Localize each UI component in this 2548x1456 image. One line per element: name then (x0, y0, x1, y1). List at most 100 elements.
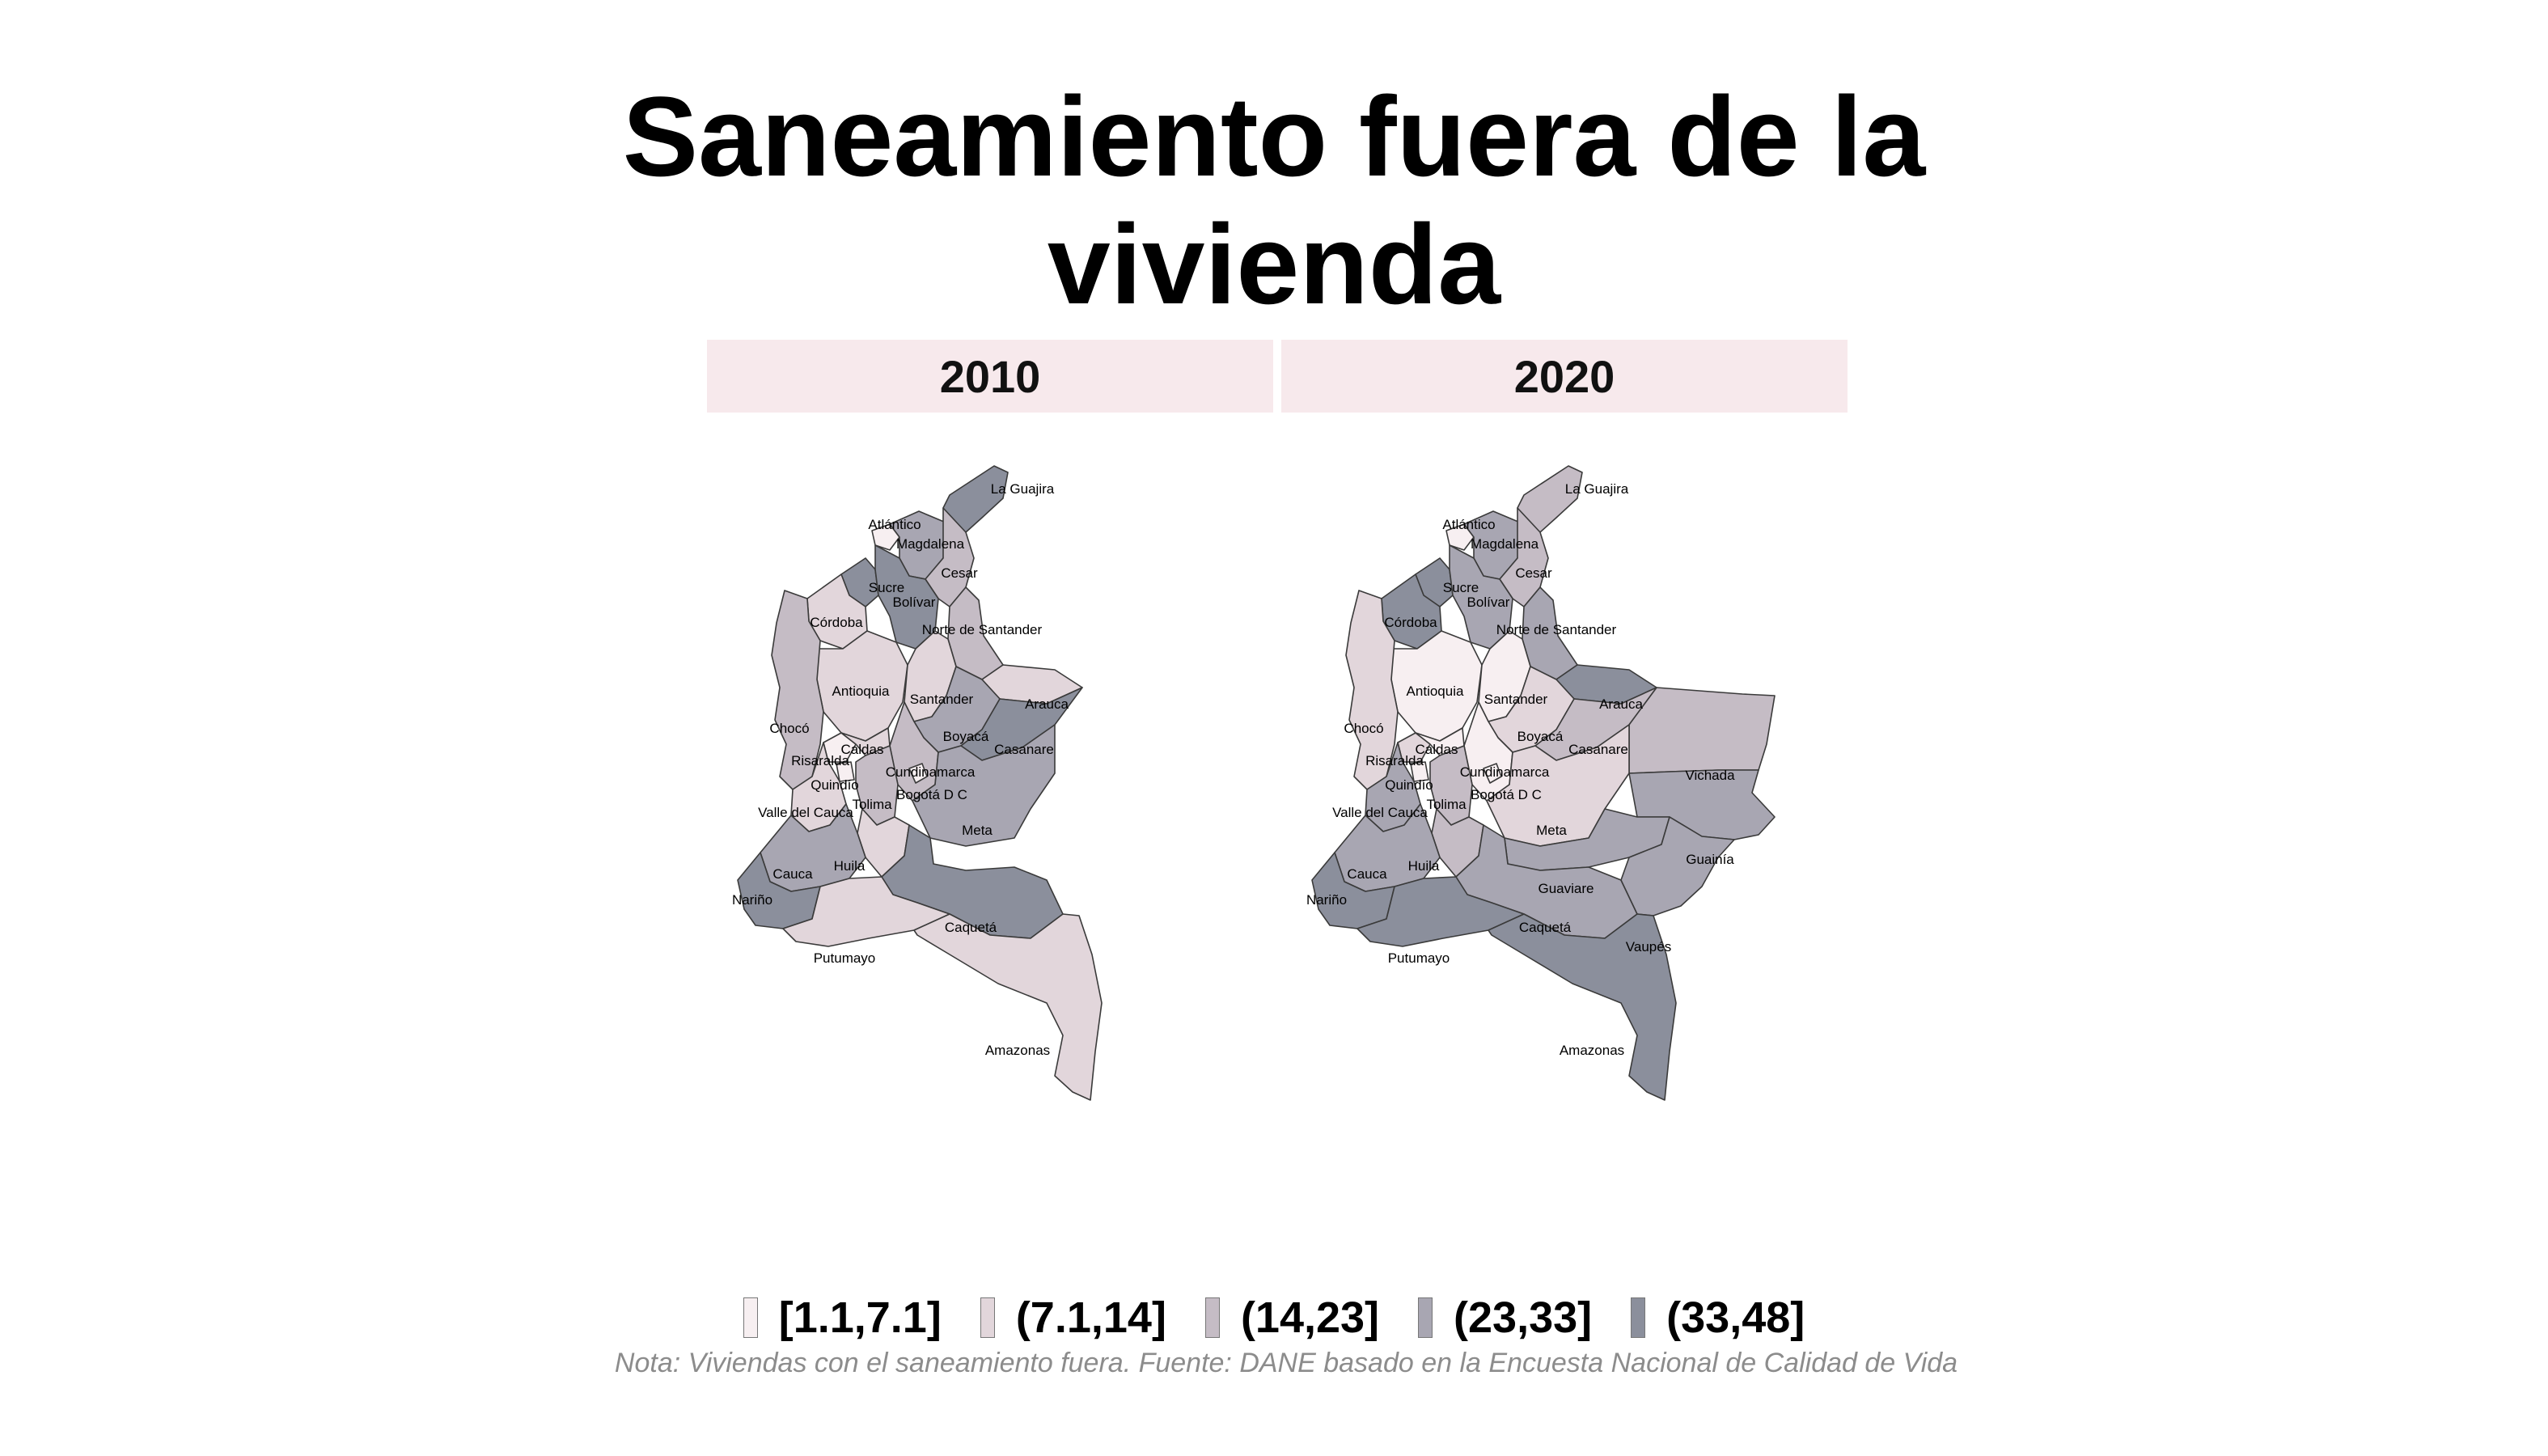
department-bogota-d-c-2010 (908, 763, 928, 784)
map-2010-svg: La GuajiraAtlánticoMagdalenaCesarSucreBo… (732, 465, 1103, 1101)
department-putumayo-2020 (1357, 876, 1525, 947)
department-label-huila-2020: Huila (1408, 858, 1440, 874)
legend-swatch-4 (1418, 1297, 1433, 1338)
department-label-cordoba-2020: Córdoba (1384, 615, 1437, 630)
legend-item-3: (14,23] (1204, 1293, 1380, 1343)
department-label-bolivar-2020: Bolívar (1467, 595, 1510, 610)
departments-2020 (1311, 465, 1776, 1101)
department-label-amazonas-2010: Amazonas (985, 1043, 1050, 1058)
chart-title-line-2: vivienda (1047, 201, 1501, 328)
legend-item-2: (7.1,14] (980, 1293, 1166, 1343)
map-2020-svg: La GuajiraAtlánticoMagdalenaCesarSucreBo… (1306, 465, 1776, 1101)
department-label-casanare-2020: Casanare (1568, 742, 1628, 757)
department-label-atlantico-2010: Atlántico (868, 517, 921, 532)
department-labels-2020: La GuajiraAtlánticoMagdalenaCesarSucreBo… (1306, 481, 1735, 1058)
department-label-cesar-2010: Cesar (941, 565, 978, 581)
department-label-norte-de-santander-2010: Norte de Santander (922, 622, 1043, 637)
department-label-casanare-2010: Casanare (994, 742, 1054, 757)
department-label-vichada-2020: Vichada (1685, 768, 1735, 783)
department-label-sucre-2020: Sucre (1443, 580, 1479, 595)
department-label-santander-2010: Santander (910, 692, 974, 707)
department-label-cundinamarca-2020: Cundinamarca (1460, 764, 1550, 780)
department-putumayo-2010 (782, 876, 950, 947)
department-label-atlantico-2020: Atlántico (1442, 517, 1495, 532)
departments-2010 (737, 465, 1103, 1101)
department-label-guaviare-2020: Guaviare (1539, 881, 1594, 896)
department-label-bolivar-2010: Bolívar (893, 595, 936, 610)
department-label-narino-2010: Nariño (732, 892, 772, 908)
department-label-narino-2020: Nariño (1306, 892, 1347, 908)
legend-label-3: (14,23] (1240, 1293, 1380, 1342)
legend-swatch-5 (1631, 1297, 1646, 1338)
department-label-boyaca-2020: Boyacá (1517, 729, 1564, 744)
department-quindio-2010 (836, 761, 855, 782)
department-labels-2010: La GuajiraAtlánticoMagdalenaCesarSucreBo… (732, 481, 1069, 1058)
legend-label-5: (33,48] (1666, 1293, 1805, 1342)
legend-label-4: (23,33] (1454, 1293, 1593, 1342)
legend-item-1: [1.1,7.1] (743, 1293, 942, 1343)
department-meta-2010 (912, 724, 1056, 847)
department-label-risaralda-2020: Risaralda (1365, 753, 1424, 768)
department-label-la-guajira-2020: La Guajira (1565, 481, 1629, 497)
department-label-meta-2010: Meta (962, 823, 993, 838)
department-label-sucre-2010: Sucre (869, 580, 904, 595)
legend: [1.1,7.1] (7.1,14] (14,23] (23,33] (33,4… (0, 1293, 2548, 1343)
department-label-arauca-2010: Arauca (1025, 696, 1069, 712)
department-label-santander-2020: Santander (1484, 692, 1548, 707)
department-label-caqueta-2020: Caquetá (1519, 920, 1572, 935)
map-2020: La Guajira Atlántico Magdalena Cesar Sucre Bo… (1281, 437, 1848, 1165)
legend-item-5: (33,48] (1631, 1293, 1805, 1343)
chart-title-line-1: Saneamiento fuera de la (622, 73, 1926, 200)
department-label-arauca-2020: Arauca (1599, 696, 1643, 712)
department-label-cesar-2020: Cesar (1515, 565, 1552, 581)
department-amazonas-2010 (913, 913, 1103, 1101)
panel-label-2010: 2010 (707, 340, 1273, 413)
department-label-amazonas-2020: Amazonas (1560, 1043, 1624, 1058)
department-amazonas-2020 (1488, 913, 1677, 1101)
department-label-meta-2020: Meta (1536, 823, 1567, 838)
department-label-cundinamarca-2010: Cundinamarca (886, 764, 976, 780)
department-label-magdalena-2020: Magdalena (1471, 536, 1539, 552)
department-label-putumayo-2020: Putumayo (1388, 950, 1450, 966)
map-2010: La Guajira Atlántico Magdalena Cesar Sucre Bo… (707, 437, 1273, 1165)
department-label-caqueta-2010: Caquetá (945, 920, 997, 935)
department-atlantico-2020 (1445, 523, 1475, 551)
department-label-quindio-2020: Quindío (1385, 777, 1433, 793)
department-label-choco-2020: Chocó (1344, 721, 1383, 736)
department-label-vaupes-2020: Vaupés (1626, 939, 1671, 954)
department-label-caldas-2020: Caldas (1416, 742, 1458, 757)
department-label-putumayo-2010: Putumayo (814, 950, 876, 966)
department-vichada-2020 (1628, 687, 1776, 774)
department-label-boyaca-2010: Boyacá (943, 729, 989, 744)
department-label-la-guajira-2010: La Guajira (991, 481, 1055, 497)
department-label-antioquia-2010: Antioquia (832, 684, 890, 699)
panel-label-2020: 2020 (1281, 340, 1848, 413)
department-quindio-2020 (1410, 761, 1429, 782)
department-label-tolima-2020: Tolima (1426, 797, 1467, 812)
department-label-valle-del-cauca-2020: Valle del Cauca (1332, 805, 1428, 820)
department-label-bogota-d-c-2020: Bogotá D C (1471, 787, 1542, 802)
legend-swatch-1 (743, 1297, 758, 1338)
department-label-cauca-2020: Cauca (1347, 866, 1387, 882)
department-label-magdalena-2010: Magdalena (896, 536, 965, 552)
department-label-guainia-2020: Guainía (1686, 852, 1734, 867)
department-label-tolima-2010: Tolima (852, 797, 892, 812)
department-label-cauca-2010: Cauca (772, 866, 813, 882)
department-label-antioquia-2020: Antioquia (1407, 684, 1464, 699)
department-label-norte-de-santander-2020: Norte de Santander (1496, 622, 1617, 637)
department-label-caldas-2010: Caldas (841, 742, 884, 757)
legend-label-2: (7.1,14] (1015, 1293, 1166, 1342)
department-label-bogota-d-c-2010: Bogotá D C (896, 787, 967, 802)
department-label-huila-2010: Huila (834, 858, 866, 874)
department-bogota-d-c-2020 (1483, 763, 1502, 784)
legend-swatch-3 (1204, 1297, 1220, 1338)
department-label-choco-2010: Chocó (769, 721, 809, 736)
department-atlantico-2010 (871, 523, 900, 551)
legend-item-4: (23,33] (1418, 1293, 1592, 1343)
legend-label-1: [1.1,7.1] (778, 1293, 942, 1342)
legend-swatch-2 (980, 1297, 995, 1338)
chart-title: Saneamiento fuera de la vivienda (0, 73, 2548, 328)
department-label-risaralda-2010: Risaralda (791, 753, 849, 768)
department-label-valle-del-cauca-2010: Valle del Cauca (758, 805, 853, 820)
department-label-cordoba-2010: Córdoba (810, 615, 863, 630)
